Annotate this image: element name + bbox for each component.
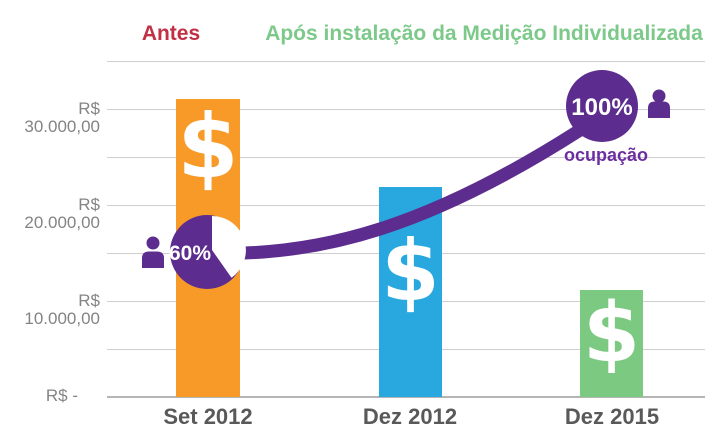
occupancy-caption: ocupação bbox=[564, 145, 648, 165]
occupancy-60-pie-icon: 60% bbox=[169, 215, 246, 289]
person-icon bbox=[648, 89, 670, 118]
x-axis-line bbox=[107, 396, 705, 398]
gridline-25k bbox=[107, 157, 705, 158]
x-label-dez-2012: Dez 2012 bbox=[362, 404, 458, 429]
dollar-sign-icon: $ bbox=[177, 95, 239, 198]
dollar-sign-icon: $ bbox=[582, 286, 641, 381]
person-icon bbox=[142, 236, 164, 268]
occupancy-100-value: 100% bbox=[571, 94, 632, 121]
x-label-dez-2015: Dez 2015 bbox=[564, 404, 660, 429]
y-tick-10000: R$ 10.000,00 bbox=[24, 291, 100, 328]
occupancy-100-circle: 100% bbox=[566, 70, 638, 142]
gridline-35k bbox=[107, 61, 705, 62]
occupancy-trend-line bbox=[203, 123, 587, 260]
y-tick-20000: R$ 20.000,00 bbox=[24, 195, 100, 232]
gridline-30k bbox=[107, 109, 705, 110]
dollar-sign-icon: $ bbox=[381, 222, 440, 320]
occupancy-60-value: 60% bbox=[169, 242, 211, 265]
legend-before-label: Antes bbox=[141, 22, 201, 45]
legend-after-label: Após instalação da Medição Individualiza… bbox=[265, 22, 703, 45]
y-tick-zero: R$ - bbox=[45, 386, 78, 405]
bar-dez-2015 bbox=[580, 290, 643, 397]
y-tick-30000: R$ 30.000,00 bbox=[24, 99, 100, 136]
x-label-set-2012: Set 2012 bbox=[163, 404, 253, 429]
